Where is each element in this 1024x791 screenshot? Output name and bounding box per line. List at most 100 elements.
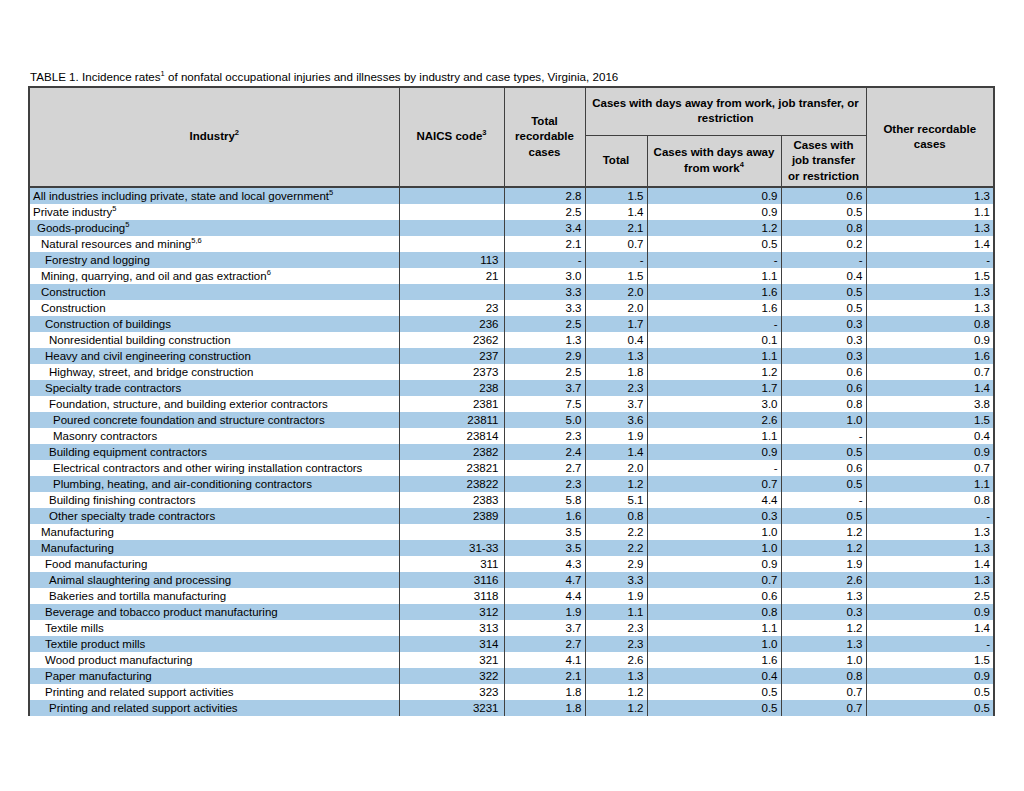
rate-value-cell: 1.3 [866,572,994,588]
rate-value-cell: 2.1 [585,220,647,236]
rate-value-cell: - [781,492,866,508]
rate-value-cell: 1.8 [504,684,585,700]
industry-cell: Foundation, structure, and building exte… [29,396,399,412]
rate-value-cell: 1.1 [647,428,781,444]
table-row: Nonresidential building construction2362… [29,332,994,348]
rate-value-cell: 2.5 [504,316,585,332]
rate-value-cell: - [866,508,994,524]
table-row: Textile product mills3142.72.31.01.3- [29,636,994,652]
industry-cell: Bakeries and tortilla manufacturing [29,588,399,604]
rate-value-cell: 2.3 [585,380,647,396]
rate-value-cell: 1.2 [647,364,781,380]
table-row: Poured concrete foundation and structure… [29,412,994,428]
naics-code-cell [399,187,504,204]
rate-value-cell: 2.8 [504,187,585,204]
rate-value-cell: 1.5 [866,268,994,284]
rate-value-cell: 0.5 [781,300,866,316]
header-industry: Industry2 [29,87,399,187]
table-row: All industries including private, state … [29,187,994,204]
rate-value-cell: 2.9 [504,348,585,364]
rate-value-cell: - [781,252,866,268]
naics-code-cell: 238 [399,380,504,396]
rate-value-cell: 1.6 [504,508,585,524]
table-row: Mining, quarrying, and oil and gas extra… [29,268,994,284]
rate-value-cell: 0.6 [781,187,866,204]
naics-code-cell [399,236,504,252]
rate-value-cell: 5.0 [504,412,585,428]
rate-value-cell: 0.9 [866,444,994,460]
rate-value-cell: 1.4 [866,556,994,572]
rate-value-cell: 0.5 [647,700,781,716]
table-row: Manufacturing31-333.52.21.01.21.3 [29,540,994,556]
table-row: Printing and related support activities3… [29,700,994,716]
table-row: Manufacturing3.52.21.01.21.3 [29,524,994,540]
industry-cell: Textile product mills [29,636,399,652]
industry-cell: Animal slaughtering and processing [29,572,399,588]
naics-code-cell: 3116 [399,572,504,588]
table-row: Private industry52.51.40.90.51.1 [29,204,994,220]
rate-value-cell: 0.3 [647,508,781,524]
rate-value-cell: 1.6 [647,652,781,668]
rate-value-cell: 1.9 [585,428,647,444]
table-row: Foundation, structure, and building exte… [29,396,994,412]
rate-value-cell: 2.2 [585,524,647,540]
naics-code-cell: 2382 [399,444,504,460]
rate-value-cell: 1.5 [866,652,994,668]
rate-value-cell: 1.2 [585,476,647,492]
naics-code-cell: 2381 [399,396,504,412]
header-sub-total: Total [585,135,647,187]
naics-code-cell: 23811 [399,412,504,428]
rate-value-cell: 1.3 [781,588,866,604]
rate-value-cell: 1.9 [781,556,866,572]
naics-code-cell: 23 [399,300,504,316]
rate-value-cell: 0.7 [647,572,781,588]
rate-value-cell: 1.1 [585,604,647,620]
naics-code-cell: 2383 [399,492,504,508]
rate-value-cell: 1.4 [585,204,647,220]
rate-value-cell: 2.3 [585,636,647,652]
rate-value-cell: 1.0 [647,524,781,540]
table-body: All industries including private, state … [29,187,994,716]
industry-cell: Beverage and tobacco product manufacturi… [29,604,399,620]
rate-value-cell: 0.5 [647,684,781,700]
rate-value-cell: 2.5 [504,364,585,380]
rate-value-cell: - [585,252,647,268]
rate-value-cell: 1.1 [647,620,781,636]
rate-value-cell: 3.5 [504,524,585,540]
rate-value-cell: 0.9 [647,444,781,460]
table-row: Food manufacturing3114.32.90.91.91.4 [29,556,994,572]
rate-value-cell: 0.6 [781,460,866,476]
rate-value-cell: - [647,460,781,476]
rate-value-cell: 1.3 [781,636,866,652]
rate-value-cell: 3.5 [504,540,585,556]
rate-value-cell: - [647,252,781,268]
industry-cell: Private industry5 [29,204,399,220]
rate-value-cell: 3.6 [585,412,647,428]
rate-value-cell: 1.5 [585,187,647,204]
rate-value-cell: 0.6 [781,364,866,380]
table-row: Natural resources and mining5,62.10.70.5… [29,236,994,252]
industry-cell: Heavy and civil engineering construction [29,348,399,364]
table-row: Plumbing, heating, and air-conditioning … [29,476,994,492]
rate-value-cell: 2.7 [504,636,585,652]
rate-value-cell: 3.0 [647,396,781,412]
rate-value-cell: 2.3 [504,428,585,444]
rate-value-cell: 1.6 [647,300,781,316]
industry-cell: Specialty trade contractors [29,380,399,396]
industry-cell: Textile mills [29,620,399,636]
industry-cell: Construction [29,284,399,300]
table-row: Construction of buildings2362.51.7-0.30.… [29,316,994,332]
rate-value-cell: 1.5 [585,268,647,284]
rate-value-cell: 0.5 [781,476,866,492]
rate-value-cell: 2.9 [585,556,647,572]
table-row: Construction3.32.01.60.51.3 [29,284,994,300]
rate-value-cell: 1.5 [866,412,994,428]
table-row: Specialty trade contractors2383.72.31.70… [29,380,994,396]
header-other-recordable-cases: Other recordable cases [866,87,994,187]
rate-value-cell: 1.0 [647,540,781,556]
header-sub-job-transfer-or-restriction: Cases with job transfer or restriction [781,135,866,187]
rate-value-cell: - [866,252,994,268]
rate-value-cell: 2.3 [585,620,647,636]
industry-cell: Building equipment contractors [29,444,399,460]
industry-cell: Construction of buildings [29,316,399,332]
